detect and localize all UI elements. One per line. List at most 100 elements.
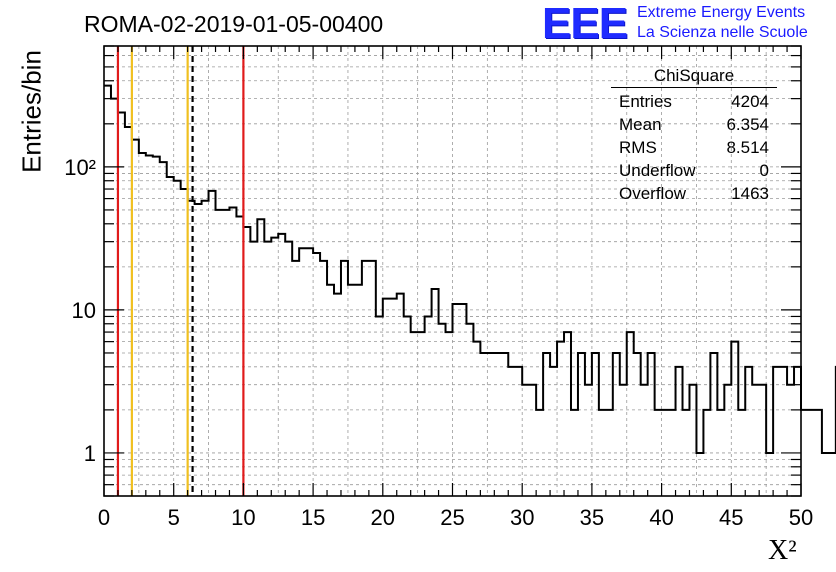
histogram-bin (717, 410, 724, 496)
histogram-bin (306, 248, 313, 496)
stats-value: 6.354 (726, 115, 769, 134)
histogram-bin (446, 332, 453, 496)
histogram-bin (752, 385, 759, 496)
histogram-bin (257, 219, 264, 496)
histogram-bin (808, 410, 815, 496)
logo-line-1: Extreme Energy Events (637, 4, 806, 21)
histogram-bin (501, 353, 508, 496)
histogram-bin (822, 453, 829, 496)
histogram-bin (174, 181, 181, 496)
histogram-bin (369, 261, 376, 496)
stats-label: Overflow (619, 184, 687, 203)
histogram-bin (773, 367, 780, 496)
histogram-bin (153, 157, 160, 496)
histogram-bin (578, 353, 585, 496)
histogram-bin (299, 248, 306, 496)
histogram-bin (759, 385, 766, 496)
histogram-bin (564, 332, 571, 496)
y-axis-label: Entries/bin (16, 50, 47, 173)
histogram-bin (745, 367, 752, 496)
histogram-bin (473, 342, 480, 496)
histogram-bin (606, 410, 613, 496)
histogram-bin (480, 353, 487, 496)
histogram-bin (250, 242, 257, 496)
histogram-bin (571, 410, 578, 496)
histogram-bin (522, 385, 529, 496)
stats-label: RMS (619, 138, 657, 157)
x-tick-label: 30 (510, 505, 534, 530)
stats-row-mean: Mean 6.354 (611, 113, 777, 136)
histogram-bin (313, 253, 320, 496)
histogram-bin (655, 410, 662, 496)
histogram-bin (620, 385, 627, 496)
histogram-bin (459, 304, 466, 496)
histogram-bin (355, 285, 362, 496)
stats-box: ChiSquare Entries 4204 Mean 6.354 RMS 8.… (611, 66, 777, 205)
histogram-bin (683, 410, 690, 496)
histogram-bin (202, 201, 209, 496)
histogram-bin (348, 285, 355, 496)
x-tick-label: 15 (301, 505, 325, 530)
histogram-bin (320, 261, 327, 496)
x-tick-label: 5 (168, 505, 180, 530)
histogram-bin (160, 162, 167, 496)
histogram-bin (341, 261, 348, 496)
y-tick-labels: 1 10 10² (64, 155, 96, 466)
histogram-bin (264, 242, 271, 496)
stats-label: Entries (619, 92, 672, 111)
histogram-bin (334, 294, 341, 496)
histogram-bin (327, 285, 334, 496)
stats-value: 8.514 (726, 138, 769, 157)
histogram-bin (439, 324, 446, 496)
histogram-bin (404, 316, 411, 496)
histogram-bin (557, 342, 564, 496)
stats-row-entries: Entries 4204 (611, 90, 777, 113)
histogram-bin (787, 385, 794, 496)
histogram-bin (167, 177, 174, 496)
vertical-markers (116, 46, 245, 496)
histogram-bin (592, 353, 599, 496)
histogram-bin (676, 367, 683, 496)
histogram-bin (139, 153, 146, 496)
stats-row-overflow: Overflow 1463 (611, 182, 777, 205)
histogram-bin (466, 324, 473, 496)
histogram-bin (696, 453, 703, 496)
histogram-bin (362, 261, 369, 496)
histogram-bin (390, 299, 397, 496)
histogram-bin (383, 299, 390, 496)
histogram-bin (209, 191, 216, 496)
histogram-bin (529, 385, 536, 496)
histogram-bin (585, 385, 592, 496)
stats-value: 1463 (731, 184, 769, 203)
x-tick-label: 50 (789, 505, 813, 530)
eee-logo-mark: EEE (542, 0, 628, 48)
histogram-bin (515, 367, 522, 496)
logo-line-2: La Scienza nelle Scuole (637, 24, 808, 41)
histogram-bin (271, 238, 278, 496)
histogram-bin (641, 385, 648, 496)
histogram-bin (229, 207, 236, 496)
chart-title: ROMA-02-2019-01-05-00400 (84, 11, 384, 37)
stats-box-title: ChiSquare (611, 66, 777, 88)
y-tick-label: 1 (84, 441, 96, 466)
histogram-bin (724, 385, 731, 496)
histogram-bin (195, 204, 202, 496)
stats-row-rms: RMS 8.514 (611, 136, 777, 159)
histogram-step-line (104, 84, 836, 454)
stats-row-underflow: Underflow 0 (611, 159, 777, 182)
x-tick-label: 35 (580, 505, 604, 530)
x-tick-label: 10 (231, 505, 255, 530)
histogram-bin (710, 353, 717, 496)
x-tick-label: 20 (371, 505, 395, 530)
histogram-bin (794, 367, 801, 496)
x-tick-labels: 0 5 10 15 20 25 30 35 40 45 50 (98, 505, 813, 530)
histogram-bin (418, 332, 425, 496)
histogram-bin (669, 410, 676, 496)
histogram-series (104, 84, 836, 496)
histogram-bin (801, 410, 808, 496)
histogram-bin (543, 353, 550, 496)
x-tick-label: 45 (719, 505, 743, 530)
stats-value: 4204 (731, 92, 769, 111)
histogram-bin (508, 367, 515, 496)
histogram-bin (815, 410, 822, 496)
